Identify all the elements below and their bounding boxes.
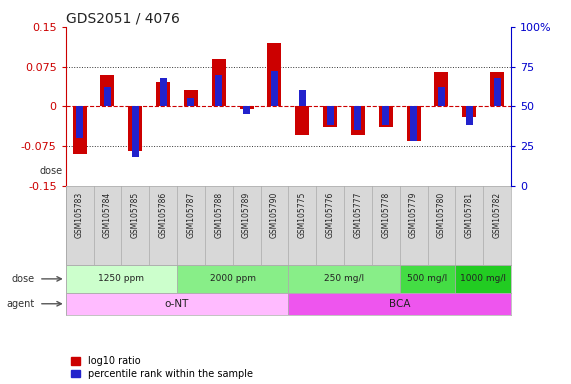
- Bar: [76, 106, 83, 138]
- Bar: [66, 293, 288, 315]
- Text: 2000 ppm: 2000 ppm: [210, 275, 256, 283]
- Legend: log10 ratio, percentile rank within the sample: log10 ratio, percentile rank within the …: [71, 356, 253, 379]
- Bar: [66, 265, 177, 293]
- Bar: [323, 106, 337, 127]
- Bar: [494, 78, 501, 106]
- Bar: [383, 106, 389, 125]
- Bar: [215, 74, 222, 106]
- Bar: [463, 106, 476, 117]
- Text: dose: dose: [11, 274, 34, 284]
- Bar: [466, 106, 473, 125]
- Text: 1250 ppm: 1250 ppm: [98, 275, 144, 283]
- Bar: [410, 106, 417, 141]
- Bar: [456, 265, 511, 293]
- Text: GSM105779: GSM105779: [409, 192, 418, 238]
- Text: GSM105783: GSM105783: [75, 192, 84, 238]
- Bar: [490, 72, 504, 106]
- Text: GSM105781: GSM105781: [465, 192, 474, 238]
- Text: GSM105790: GSM105790: [270, 192, 279, 238]
- Bar: [295, 106, 309, 136]
- Bar: [407, 106, 421, 141]
- Bar: [187, 98, 194, 106]
- Text: GSM105782: GSM105782: [493, 192, 502, 238]
- Text: dose: dose: [40, 166, 63, 176]
- Text: GSM105784: GSM105784: [103, 192, 112, 238]
- Text: GSM105789: GSM105789: [242, 192, 251, 238]
- Bar: [271, 71, 278, 106]
- Text: GSM105776: GSM105776: [325, 192, 335, 238]
- Bar: [299, 90, 305, 106]
- Text: GSM105775: GSM105775: [297, 192, 307, 238]
- Text: GSM105780: GSM105780: [437, 192, 446, 238]
- Text: GSM105777: GSM105777: [353, 192, 363, 238]
- Text: o-NT: o-NT: [165, 299, 189, 309]
- Bar: [212, 59, 226, 106]
- Bar: [100, 74, 114, 106]
- Bar: [160, 78, 167, 106]
- Text: GSM105786: GSM105786: [159, 192, 168, 238]
- Bar: [73, 106, 87, 154]
- Text: GSM105788: GSM105788: [214, 192, 223, 238]
- Bar: [184, 90, 198, 106]
- Bar: [243, 106, 250, 114]
- Bar: [435, 72, 448, 106]
- Bar: [156, 83, 170, 106]
- Bar: [240, 106, 254, 109]
- Text: GSM105785: GSM105785: [131, 192, 140, 238]
- Bar: [288, 293, 511, 315]
- Text: 500 mg/l: 500 mg/l: [408, 275, 448, 283]
- Bar: [104, 87, 111, 106]
- Bar: [327, 106, 333, 125]
- Bar: [438, 87, 445, 106]
- Bar: [355, 106, 361, 130]
- Text: agent: agent: [6, 299, 34, 309]
- Bar: [351, 106, 365, 136]
- Bar: [288, 265, 400, 293]
- Text: BCA: BCA: [389, 299, 411, 309]
- Text: GSM105778: GSM105778: [381, 192, 391, 238]
- Text: GSM105787: GSM105787: [186, 192, 195, 238]
- Bar: [267, 43, 282, 106]
- Bar: [177, 265, 288, 293]
- Bar: [379, 106, 393, 127]
- Bar: [400, 265, 456, 293]
- Bar: [128, 106, 142, 151]
- Text: 250 mg/l: 250 mg/l: [324, 275, 364, 283]
- Text: 1000 mg/l: 1000 mg/l: [460, 275, 506, 283]
- Bar: [132, 106, 139, 157]
- Text: GDS2051 / 4076: GDS2051 / 4076: [66, 12, 179, 26]
